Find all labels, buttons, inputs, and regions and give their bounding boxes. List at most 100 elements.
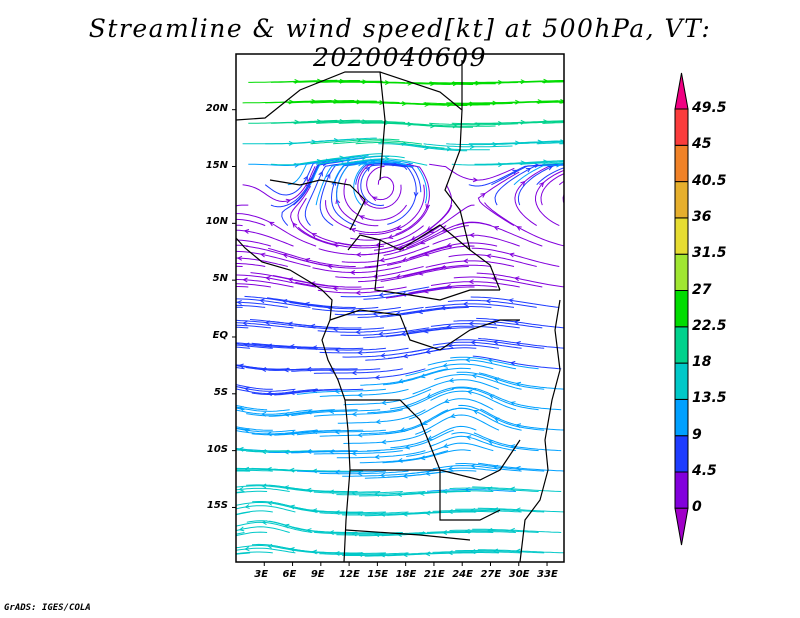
- streamline: [534, 169, 564, 227]
- streamline: [236, 526, 290, 533]
- streamline: [316, 121, 406, 124]
- colorbar-segment: [674, 471, 689, 509]
- streamline: [251, 388, 341, 395]
- streamline-arrow: [362, 200, 368, 206]
- streamline: [236, 250, 311, 267]
- streamline: [565, 164, 654, 166]
- streamline: [458, 404, 545, 431]
- streamline-arrow: [331, 180, 337, 186]
- streamline: [450, 356, 539, 370]
- streamline: [293, 120, 383, 124]
- streamline: [477, 171, 520, 227]
- streamline: [404, 490, 494, 495]
- streamline: [406, 122, 496, 127]
- streamline: [382, 449, 471, 464]
- streamline-arrow: [448, 377, 454, 383]
- streamline-arrow: [326, 264, 333, 269]
- streamline: [236, 342, 319, 349]
- streamline-arrow: [469, 144, 476, 150]
- streamline-arrow: [377, 331, 384, 337]
- streamline-arrow: [244, 546, 250, 552]
- streamline: [432, 509, 522, 513]
- streamline: [456, 371, 545, 390]
- streamline: [430, 323, 520, 329]
- streamline: [341, 245, 430, 263]
- streamline-arrow: [485, 298, 491, 304]
- colorbar-label: 13.5: [692, 390, 727, 407]
- streamline-arrow: [222, 553, 226, 557]
- streamline: [295, 281, 385, 290]
- streamline: [236, 547, 296, 554]
- streamline-arrow: [513, 319, 520, 325]
- streamline-arrow: [242, 320, 248, 326]
- streamline-arrow: [379, 353, 386, 358]
- streamline: [409, 510, 500, 515]
- streamline: [472, 528, 562, 533]
- streamline: [236, 326, 249, 329]
- streamline-arrow: [604, 173, 609, 178]
- streamline: [361, 161, 428, 204]
- streamline-arrow: [259, 298, 265, 304]
- streamline: [236, 532, 245, 535]
- streamline: [402, 306, 492, 315]
- streamline: [513, 141, 564, 145]
- streamline: [274, 345, 364, 350]
- streamline: [423, 102, 513, 105]
- streamline-arrow: [426, 393, 432, 398]
- streamline-arrow: [525, 167, 532, 173]
- streamline-arrow: [379, 552, 385, 558]
- streamline: [274, 388, 364, 396]
- streamline-arrow: [332, 242, 339, 248]
- streamline: [296, 550, 386, 554]
- streamline-arrow: [244, 386, 250, 392]
- streamline-arrow: [356, 471, 363, 477]
- streamline-arrow: [447, 343, 453, 348]
- streamline: [432, 341, 522, 349]
- streamline-arrow: [243, 428, 250, 433]
- streamline: [453, 276, 543, 288]
- streamline: [319, 552, 409, 555]
- streamline-arrow: [445, 284, 452, 289]
- streamline-arrow: [200, 344, 204, 348]
- streamline: [455, 550, 545, 554]
- streamline: [287, 100, 377, 104]
- streamline: [236, 366, 245, 370]
- streamline-arrow: [194, 363, 198, 367]
- streamline-arrow: [200, 380, 204, 384]
- streamline-arrow: [566, 79, 570, 83]
- streamline: [434, 374, 522, 390]
- streamline-arrow: [468, 279, 474, 285]
- streamline: [565, 123, 654, 125]
- streamline: [408, 398, 494, 420]
- streamline-arrow: [281, 298, 288, 304]
- streamline: [236, 521, 313, 533]
- streamline-arrow: [466, 389, 473, 395]
- streamline: [236, 469, 273, 472]
- streamline: [268, 247, 356, 267]
- border-lines: [236, 60, 521, 541]
- streamline: [350, 204, 430, 241]
- streamline-arrow: [198, 248, 203, 253]
- colorbar: [674, 72, 689, 546]
- streamline: [513, 100, 564, 104]
- east-coast: [519, 299, 561, 562]
- streamline-arrow: [361, 155, 368, 160]
- streamline: [244, 295, 334, 308]
- streamline: [343, 178, 408, 221]
- streamline: [236, 505, 296, 513]
- streamline: [429, 122, 519, 126]
- streamline-arrow: [359, 215, 365, 220]
- colorbar-segment: [674, 290, 689, 328]
- streamline-arrow: [508, 252, 515, 258]
- streamline-arrow: [471, 373, 477, 379]
- streamline-arrow: [445, 324, 452, 330]
- streamline: [378, 143, 468, 152]
- streamline-arrow: [289, 430, 295, 436]
- streamline: [404, 531, 494, 535]
- streamline-arrow: [443, 398, 450, 404]
- streamline: [310, 101, 400, 104]
- streamline: [270, 80, 360, 83]
- streamline-arrow: [520, 180, 526, 186]
- streamline-arrow: [194, 400, 198, 404]
